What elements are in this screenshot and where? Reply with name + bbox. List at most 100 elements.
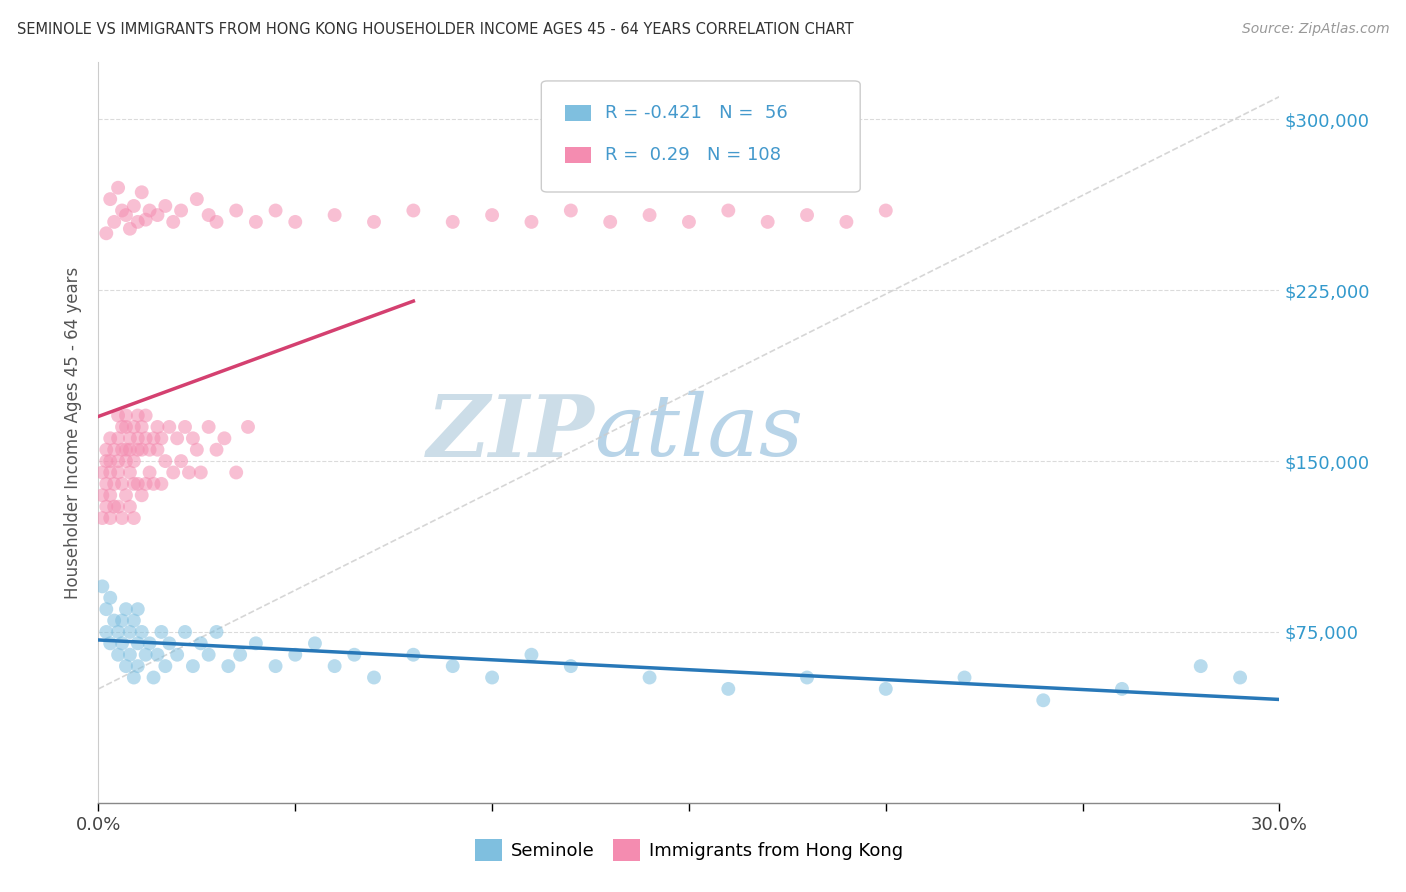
Point [135,431,157,445]
Point [181,659,204,673]
Point [638,208,661,222]
Point [875,681,897,696]
Text: ZIP: ZIP [426,391,595,475]
Point [135,648,157,662]
Point [91,466,114,480]
Point [1111,681,1133,696]
Point [520,648,543,662]
Bar [565,147,591,163]
Point [122,199,145,213]
Point [481,671,503,685]
Text: SEMINOLE VS IMMIGRANTS FROM HONG KONG HOUSEHOLDER INCOME AGES 45 - 64 YEARS CORR: SEMINOLE VS IMMIGRANTS FROM HONG KONG HO… [17,22,853,37]
Point [107,409,129,423]
Point [197,648,219,662]
Point [103,476,125,491]
Point [107,500,129,514]
Point [115,442,138,457]
Point [146,442,169,457]
Point [98,192,121,206]
Point [111,511,134,525]
Point [560,659,582,673]
Point [127,442,149,457]
Point [107,624,129,639]
Point [122,454,145,468]
Point [127,636,149,650]
Point [150,476,173,491]
Point [599,215,621,229]
Point [107,454,129,468]
Point [155,199,177,213]
Point [127,602,149,616]
Point [115,454,138,468]
Point [796,671,818,685]
Point [118,500,141,514]
Point [150,624,173,639]
Point [162,215,184,229]
Point [363,215,385,229]
Point [146,208,169,222]
Point [138,636,160,650]
Point [217,659,239,673]
Point [520,215,543,229]
Point [142,671,165,685]
Point [170,454,193,468]
Point [103,215,125,229]
Point [323,659,346,673]
Point [111,203,134,218]
Point [157,420,180,434]
Point [155,454,177,468]
Point [363,671,385,685]
Point [118,466,141,480]
Point [111,476,134,491]
Point [98,488,121,502]
Point [98,431,121,445]
Point [264,203,287,218]
Point [197,420,219,434]
Point [166,648,188,662]
Point [103,614,125,628]
Point [146,648,169,662]
Point [205,215,228,229]
Point [98,454,121,468]
Point [717,681,740,696]
Point [142,431,165,445]
Point [91,579,114,593]
Point [96,227,118,241]
Point [96,442,118,457]
Point [284,648,307,662]
Point [122,614,145,628]
Point [131,624,153,639]
Point [304,636,326,650]
Point [118,648,141,662]
Point [1032,693,1054,707]
Point [96,476,118,491]
Point [186,192,208,206]
Point [107,431,129,445]
Point [131,186,153,200]
Point [98,511,121,525]
Point [343,648,366,662]
Point [103,500,125,514]
Y-axis label: Householder Income Ages 45 - 64 years: Householder Income Ages 45 - 64 years [65,267,83,599]
Point [135,476,157,491]
FancyBboxPatch shape [541,81,860,192]
Point [138,203,160,218]
Point [127,409,149,423]
Point [205,442,228,457]
Point [150,431,173,445]
Point [481,208,503,222]
Point [638,671,661,685]
Text: atlas: atlas [595,392,804,474]
Point [142,476,165,491]
Point [157,636,180,650]
Point [229,648,252,662]
Point [177,466,200,480]
Point [111,636,134,650]
Point [138,442,160,457]
Point [96,500,118,514]
Point [135,409,157,423]
Point [131,442,153,457]
Point [245,215,267,229]
Point [190,636,212,650]
Point [225,203,247,218]
